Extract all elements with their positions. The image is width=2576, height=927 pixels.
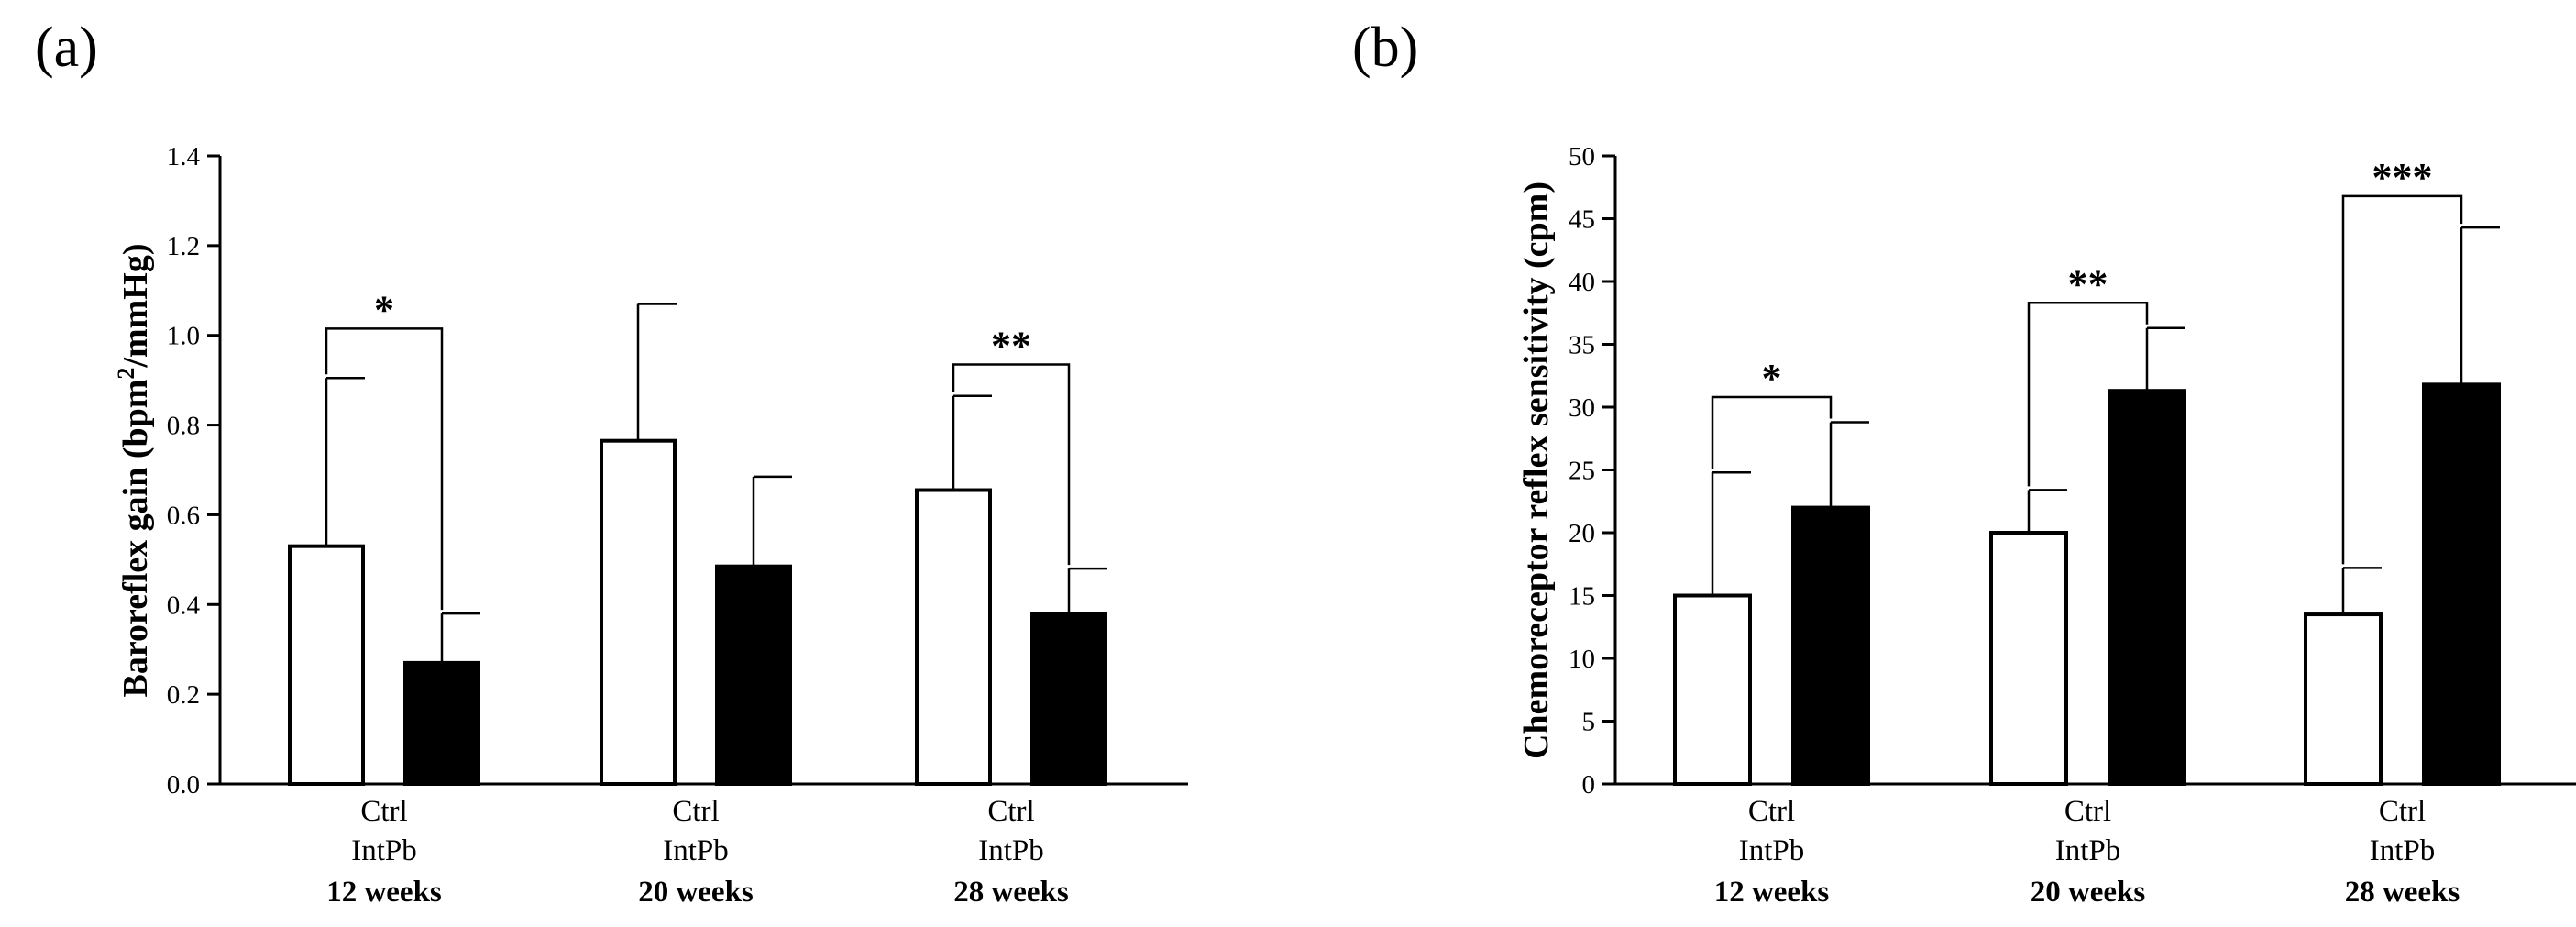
significance-bracket (1711, 395, 1833, 469)
bar-ctrl (915, 488, 992, 787)
significance-bracket (2341, 194, 2463, 565)
y-tick-label: 1.4 (167, 142, 201, 171)
significance-stars: *** (2372, 155, 2433, 200)
y-tick-label: 0.4 (167, 590, 201, 620)
y-axis-title-tail: /mmHg) (116, 244, 155, 369)
legend-label-intpb: IntPb (1739, 834, 1805, 867)
x-category-label: 12 weeks (1714, 876, 1830, 909)
legend-label-intpb: IntPb (351, 834, 417, 867)
chemoreceptor-chart: (b) Chemoreceptor reflex sensitivity (cpm… (1352, 17, 2576, 909)
legend-label-ctrl: Ctrl (2379, 795, 2426, 828)
bar-ctrl (288, 544, 365, 787)
bar-ctrl (1989, 531, 2068, 786)
legend-label-intpb: IntPb (978, 834, 1044, 867)
y-tick-label: 1.2 (167, 232, 200, 261)
x-category-label: 20 weeks (638, 876, 754, 909)
significance-bracket (325, 327, 444, 611)
y-tick-label: 1.0 (167, 322, 200, 351)
significance-stars: ** (991, 324, 1031, 369)
y-axis-title: Chemoreceptor reflex sensitivity (cpm) (1517, 182, 1556, 759)
y-tick-label: 45 (1569, 205, 1595, 235)
bar-ctrl (600, 438, 677, 786)
legend-label-ctrl: Ctrl (2064, 795, 2111, 828)
significance-stars: ** (2068, 261, 2108, 306)
y-tick-label: 25 (1569, 457, 1595, 486)
significance-stars: * (1762, 356, 1782, 401)
panel-label: (b) (1352, 17, 1418, 79)
bar-intpb (2108, 389, 2186, 786)
y-tick-label: 15 (1569, 582, 1595, 612)
bar-ctrl (2304, 612, 2383, 786)
legend-label-ctrl: Ctrl (1748, 795, 1795, 828)
legend-label-intpb: IntPb (2370, 834, 2436, 867)
bar-intpb (715, 564, 792, 786)
bar-intpb (2422, 382, 2501, 786)
bar-intpb (1030, 612, 1107, 786)
significance-bracket (2027, 302, 2149, 487)
legend-label-ctrl: Ctrl (360, 795, 407, 828)
legend-label-intpb: IntPb (663, 834, 729, 867)
baroreflex-chart: (a) Baroreflex gain (bpm2/mmHg) 0.0 0.2 0.4 0… (35, 17, 1188, 909)
x-category-label: 28 weeks (2345, 876, 2460, 909)
y-axis-title-superscript: 2 (113, 368, 139, 380)
legend-label-intpb: IntPb (2055, 834, 2121, 867)
bar-intpb (1791, 505, 1870, 786)
bar-intpb (403, 660, 480, 787)
significance-bracket (952, 363, 1071, 566)
y-tick-label: 30 (1569, 393, 1595, 423)
y-tick-label: 10 (1569, 645, 1595, 674)
chart-panel-b: (b) Chemoreceptor reflex sensitivity (cpm… (1288, 0, 2576, 927)
significance-stars: * (374, 287, 394, 332)
bar-ctrl (1673, 593, 1752, 786)
y-tick-label: 0.6 (167, 501, 200, 530)
y-tick-label: 20 (1569, 519, 1595, 548)
x-category-label: 20 weeks (2031, 876, 2146, 909)
y-tick-label: 0.8 (167, 412, 200, 441)
chart-panel-a: (a) Baroreflex gain (bpm2/mmHg) 0.0 0.2 0.4 0… (35, 17, 1188, 909)
y-tick-label: 0 (1582, 770, 1596, 800)
legend-label-ctrl: Ctrl (672, 795, 719, 828)
panel-label: (a) (35, 17, 98, 79)
legend-label-ctrl: Ctrl (987, 795, 1034, 828)
y-tick-label: 35 (1569, 331, 1595, 360)
y-tick-label: 40 (1569, 268, 1595, 297)
y-tick-label: 0.0 (167, 770, 200, 800)
y-tick-label: 5 (1582, 708, 1596, 737)
y-axis-title-main: Baroreflex gain (bpm (116, 380, 155, 698)
y-tick-label: 50 (1569, 142, 1595, 171)
y-tick-label: 0.2 (167, 680, 200, 710)
y-axis-title: Baroreflex gain (bpm2/mmHg) (113, 244, 156, 698)
x-category-label: 28 weeks (953, 876, 1069, 909)
x-category-label: 12 weeks (326, 876, 442, 909)
